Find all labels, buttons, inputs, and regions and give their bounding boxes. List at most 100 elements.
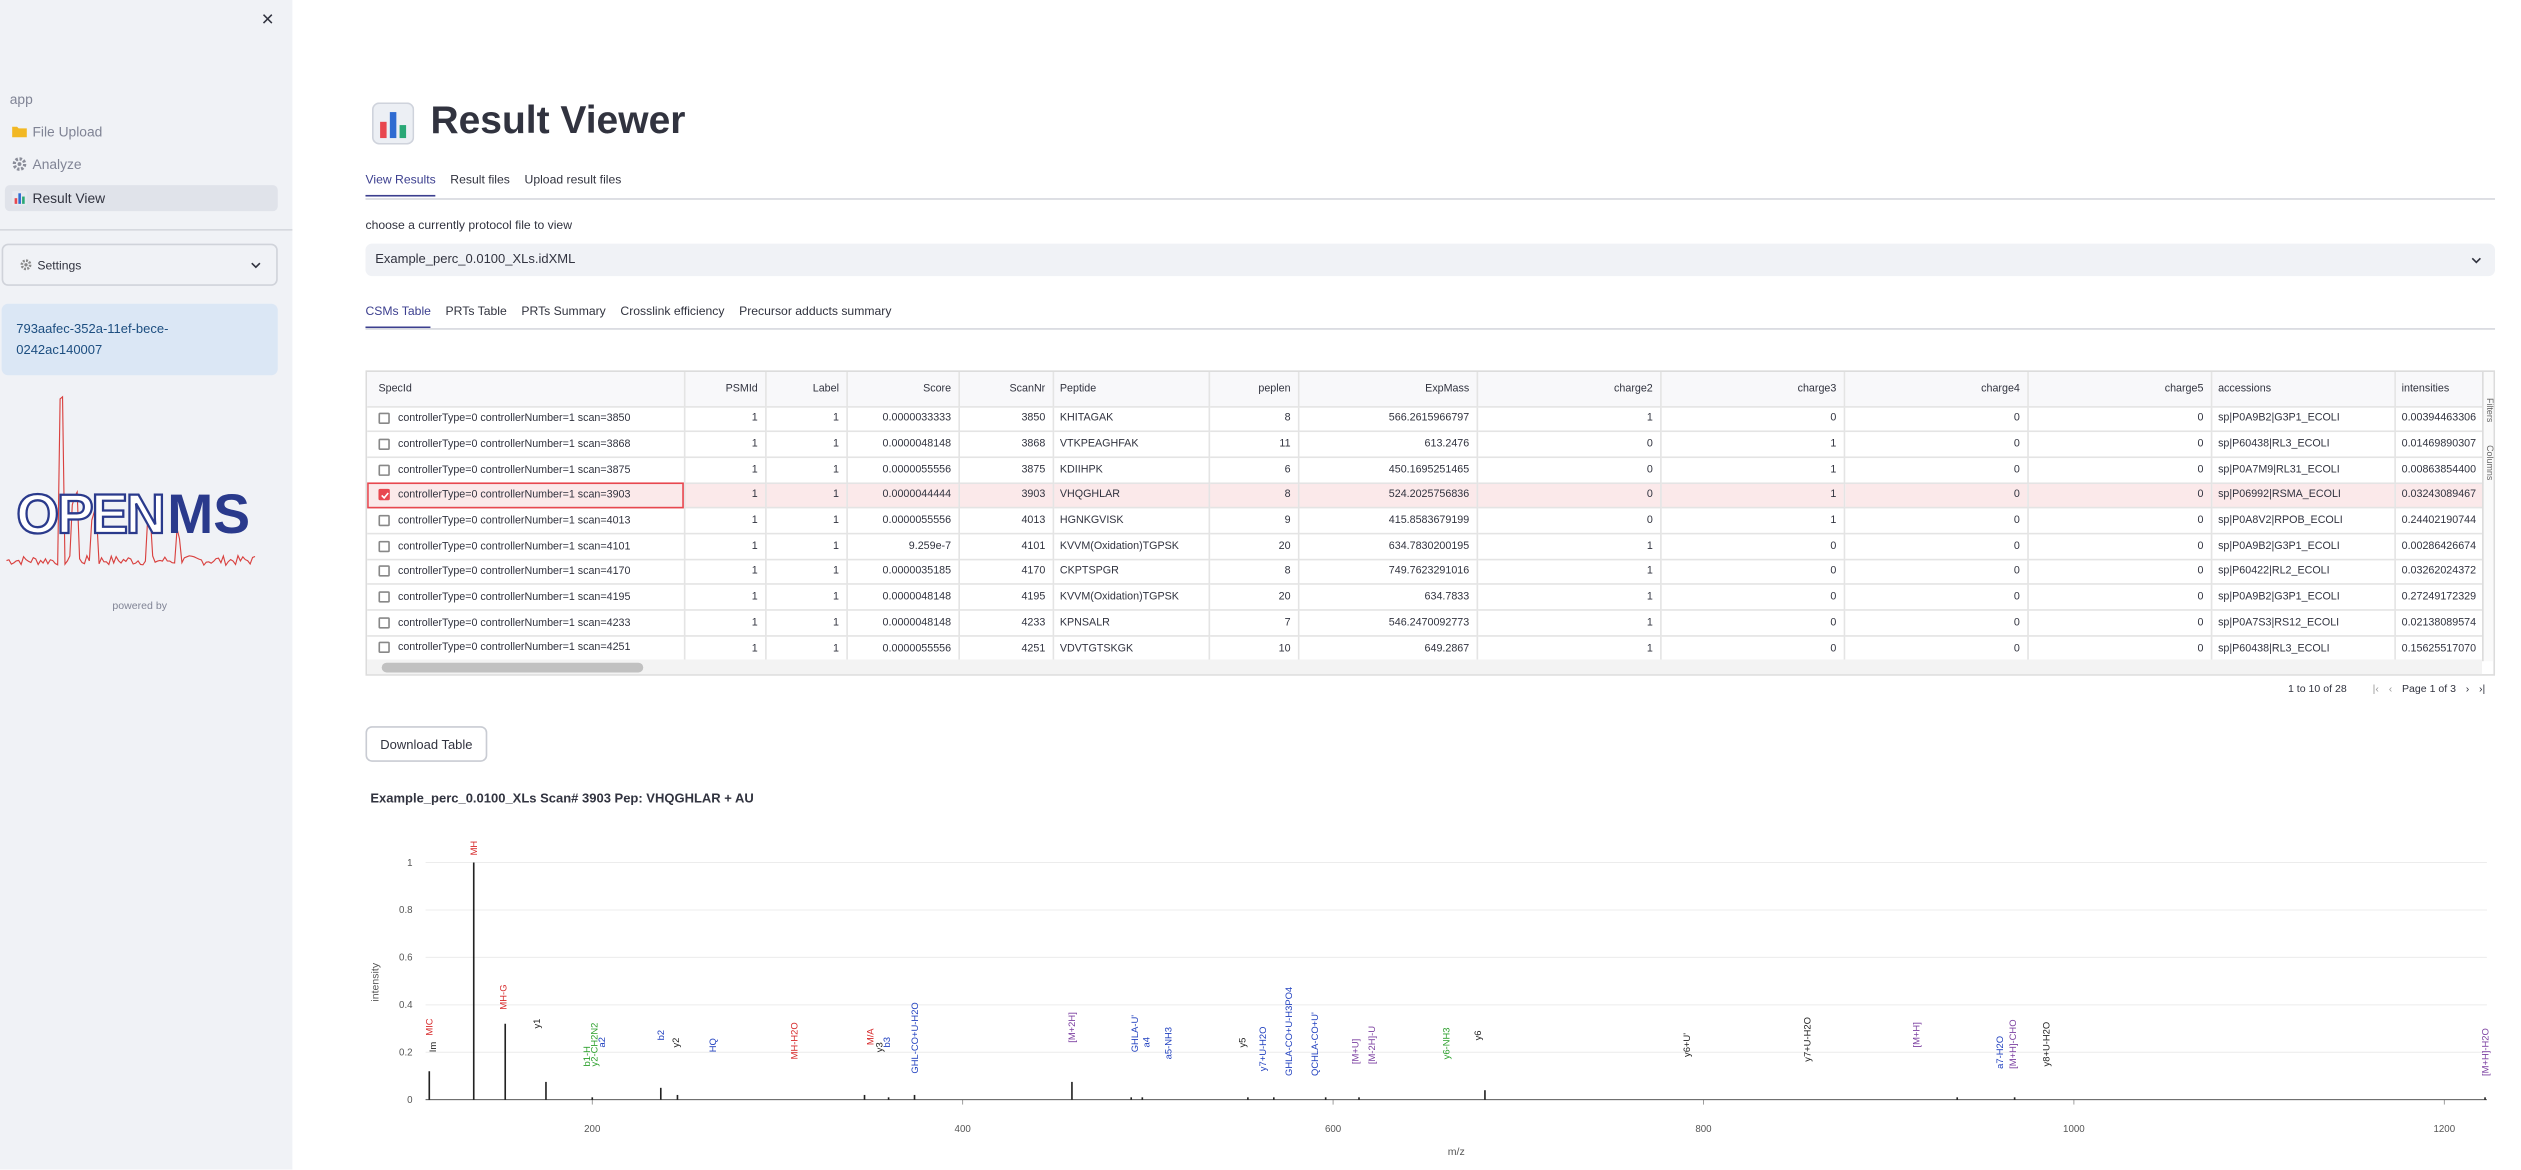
row-checkbox[interactable] — [378, 616, 390, 629]
nav-item[interactable]: Result View — [4, 184, 278, 211]
row-checkbox[interactable] — [378, 540, 390, 552]
nav-item[interactable]: Analyze — [5, 152, 278, 178]
column-header[interactable]: SpecId — [367, 371, 685, 407]
table-row[interactable]: controllerType=0 controllerNumber=1 scan… — [367, 457, 2483, 484]
cell-text: 20 — [1278, 591, 1291, 603]
table-cell: 6 — [1208, 457, 1299, 484]
cell-text: 0.0000044444 — [882, 489, 952, 501]
column-header[interactable]: charge2 — [1476, 371, 1661, 407]
nav-item[interactable]: File Upload — [5, 119, 278, 145]
cell-text: 1 — [1830, 515, 1837, 527]
column-header[interactable]: peplen — [1208, 371, 1299, 407]
tab[interactable]: View Results — [365, 172, 436, 197]
cell-text: 1 — [1646, 413, 1653, 425]
close-sidebar[interactable]: × — [261, 6, 274, 31]
table-row[interactable]: controllerType=0 controllerNumber=1 scan… — [367, 533, 2483, 560]
table-row[interactable]: controllerType=0 controllerNumber=1 scan… — [367, 406, 2483, 433]
column-header[interactable]: PSMId — [683, 371, 766, 407]
file-select[interactable]: Example_perc_0.0100_XLs.idXML — [365, 243, 2496, 277]
table-cell: 1 — [683, 508, 766, 535]
cell-text: controllerType=0 controllerNumber=1 scan… — [397, 642, 631, 655]
column-header[interactable]: charge4 — [1843, 371, 2029, 407]
row-checkbox[interactable] — [378, 438, 390, 450]
table-row[interactable]: controllerType=0 controllerNumber=1 scan… — [367, 635, 2483, 662]
column-header[interactable]: Peptide — [1052, 371, 1210, 407]
peak-annotation: [M+2H] — [1066, 1012, 1077, 1043]
column-header[interactable]: accessions — [2210, 371, 2396, 407]
first-page[interactable]: |‹ — [2372, 683, 2379, 696]
cell-text: 1 — [833, 591, 839, 603]
nav-icon — [12, 190, 27, 205]
cell-text: 0.02138089574 — [2401, 617, 2477, 629]
table-cell: 1 — [683, 457, 766, 484]
subtab-bar: CSMs Table PRTs Table PRTs Summary Crosslin… — [365, 303, 892, 329]
table-row[interactable]: controllerType=0 controllerNumber=1 scan… — [367, 482, 2483, 509]
table-row[interactable]: controllerType=0 controllerNumber=1 scan… — [367, 431, 2483, 458]
tab[interactable]: CSMs Table — [365, 304, 431, 329]
column-header[interactable]: intensities — [2394, 371, 2483, 407]
horizontal-scrollbar[interactable] — [367, 659, 2483, 675]
table-cell: 0 — [2027, 558, 2212, 586]
tab[interactable]: Result files — [450, 172, 510, 187]
cell-text: 0 — [2197, 489, 2204, 501]
cell-text: 0.0000055556 — [882, 464, 952, 476]
tab[interactable]: Crosslink efficiency — [620, 303, 725, 319]
download-button[interactable]: Download Table — [365, 726, 488, 762]
x-axis-label: m/z — [1448, 1146, 1465, 1158]
powered-by: powered by — [112, 601, 167, 613]
table-cell: KHITAGAK — [1052, 406, 1210, 433]
cell-text: 0 — [2197, 515, 2204, 527]
table-row[interactable]: controllerType=0 controllerNumber=1 scan… — [367, 508, 2483, 535]
column-header[interactable]: ExpMass — [1297, 371, 1478, 407]
column-header[interactable]: Label — [765, 371, 848, 407]
table-row[interactable]: controllerType=0 controllerNumber=1 scan… — [367, 584, 2483, 611]
cell-text: 1 — [751, 489, 758, 501]
prev-page[interactable]: ‹ — [2388, 683, 2393, 696]
settings-expander[interactable]: Settings — [1, 243, 278, 286]
row-checkbox[interactable] — [378, 412, 390, 425]
table-cell: 1 — [765, 609, 848, 637]
cell-text: CKPTSPGR — [1059, 566, 1119, 578]
y-tick-label: 0 — [407, 1095, 413, 1106]
tab[interactable]: Precursor adducts summary — [739, 303, 892, 319]
table-cell: 1 — [1476, 406, 1661, 433]
row-checkbox[interactable] — [378, 591, 390, 603]
table-row[interactable]: controllerType=0 controllerNumber=1 scan… — [367, 558, 2483, 586]
column-header[interactable]: charge3 — [1660, 371, 1845, 407]
tab[interactable]: PRTs Table — [445, 303, 507, 319]
table-cell: controllerType=0 controllerNumber=1 scan… — [367, 457, 685, 484]
cell-text: 1 — [1646, 642, 1653, 654]
column-header[interactable]: Score — [846, 371, 960, 407]
cell-text: 3875 — [1021, 464, 1046, 476]
peak-annotation: b3 — [881, 1037, 892, 1047]
column-header[interactable]: charge5 — [2027, 371, 2212, 407]
table-cell: 0.00863854400 — [2394, 457, 2483, 484]
scroll-thumb[interactable] — [381, 662, 644, 673]
row-checkbox[interactable] — [378, 489, 390, 501]
row-checkbox[interactable] — [378, 642, 390, 654]
next-page[interactable]: › — [2465, 683, 2470, 696]
cell-text: 0 — [2013, 617, 2020, 629]
cell-text: 0.03243089467 — [2401, 489, 2477, 501]
row-checkbox[interactable] — [378, 463, 390, 476]
row-checkbox[interactable] — [378, 514, 390, 527]
table-cell: sp|P0A9B2|G3P1_ECOLI — [2210, 406, 2396, 433]
title-icon — [371, 102, 415, 145]
column-header[interactable]: ScanNr — [958, 371, 1054, 407]
last-page[interactable]: ›| — [2479, 683, 2486, 696]
cell-text: 0 — [1646, 464, 1653, 476]
side-panel-tab[interactable]: Columns — [2483, 445, 2494, 481]
table-cell: 0 — [2027, 457, 2212, 484]
table-cell: 8 — [1208, 558, 1299, 586]
side-panel-tab[interactable]: Filters — [2483, 397, 2494, 423]
cell-text: controllerType=0 controllerNumber=1 scan… — [397, 464, 631, 476]
table-cell: VDVTGTSKGK — [1052, 635, 1210, 662]
row-checkbox[interactable] — [378, 565, 390, 578]
tab[interactable]: Upload result files — [524, 172, 622, 187]
row-range: 1 to 10 of 28 — [2287, 683, 2347, 696]
peak-annotation: y7+U-H2O — [1257, 1027, 1268, 1072]
cell-text: 1 — [751, 540, 758, 552]
tab[interactable]: PRTs Summary — [521, 303, 606, 319]
table-row[interactable]: controllerType=0 controllerNumber=1 scan… — [367, 609, 2483, 637]
